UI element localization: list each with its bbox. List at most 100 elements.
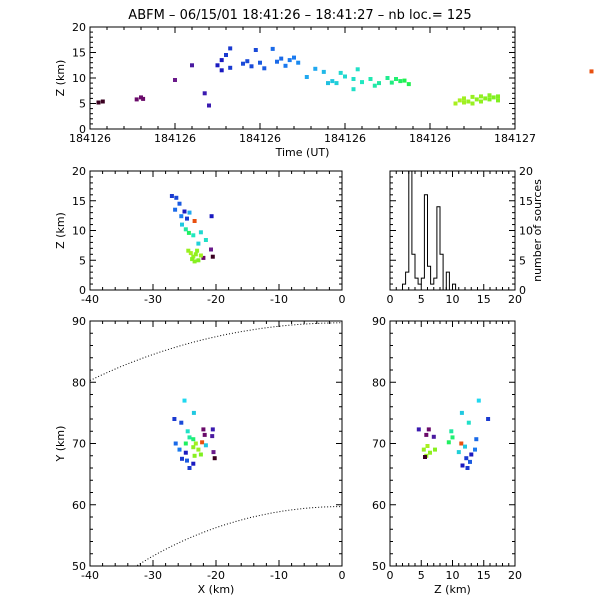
source-point [180, 222, 184, 227]
source-point [479, 94, 483, 99]
source-point [487, 97, 492, 102]
source-point [456, 450, 461, 455]
source-point [470, 94, 475, 99]
source-point [296, 60, 301, 65]
source-point [486, 417, 491, 421]
source-point [398, 79, 403, 84]
y-axis-label: number of sources [531, 179, 544, 282]
y-tick-label: 90 [72, 315, 86, 328]
plot-frame [89, 170, 343, 291]
source-point [355, 67, 360, 72]
source-point [368, 77, 373, 81]
source-point [177, 447, 182, 452]
source-point [474, 97, 479, 102]
source-point [191, 233, 196, 238]
source-point [426, 427, 431, 432]
source-point [174, 195, 179, 200]
y-tick-label: 5 [79, 98, 86, 111]
source-point [279, 56, 284, 61]
x-tick-label: -40 [81, 293, 99, 306]
x-tick-label: 0 [387, 569, 394, 582]
source-point [389, 80, 394, 85]
source-point [187, 466, 192, 470]
source-point [496, 94, 500, 99]
x-tick-label: -10 [270, 293, 288, 306]
source-point [421, 447, 426, 452]
figure-title: ABFM – 06/15/01 18:41:26 – 18:41:27 – nb… [128, 8, 471, 23]
source-point [198, 230, 203, 235]
source-point [219, 58, 224, 63]
source-point [466, 99, 471, 104]
source-point [180, 456, 184, 461]
source-point [372, 83, 377, 88]
source-point [207, 103, 211, 108]
source-point [139, 95, 143, 100]
source-point [351, 87, 356, 92]
source-point [459, 441, 464, 446]
source-point [185, 429, 190, 434]
source-point [459, 410, 464, 415]
source-point [169, 194, 174, 198]
y-tick-label: 60 [72, 499, 86, 512]
y-tick-label: 0 [79, 123, 86, 136]
y-tick-label: 50 [72, 560, 86, 573]
y-tick-label: 80 [72, 376, 86, 389]
source-point [249, 64, 254, 69]
source-point [210, 254, 215, 259]
source-point [191, 437, 196, 442]
x-tick-label: 15 [477, 569, 491, 582]
source-point [287, 58, 292, 63]
y-tick-label: 10 [72, 72, 86, 85]
x-tick-label: -20 [207, 569, 225, 582]
source-point [203, 443, 208, 448]
x-tick-label: 184127 [494, 132, 536, 145]
source-point [186, 248, 191, 253]
y-tick-label: 80 [372, 376, 386, 389]
source-point [173, 207, 178, 212]
y-tick-label: 5 [519, 254, 526, 267]
source-point [275, 59, 279, 64]
x-tick-label: -10 [270, 569, 288, 582]
source-point [431, 434, 436, 439]
source-point [188, 251, 193, 256]
source-point [449, 429, 454, 434]
source-point [210, 434, 215, 439]
source-point [183, 227, 188, 232]
source-point [224, 53, 228, 57]
range-ring [137, 506, 342, 566]
source-point [203, 238, 208, 242]
source-point [433, 447, 437, 452]
x-tick-label: -40 [81, 569, 99, 582]
source-point [190, 63, 194, 68]
source-point [343, 74, 347, 79]
y-axis-label: Y (km) [54, 426, 67, 463]
source-point [360, 80, 364, 85]
source-point [330, 79, 335, 84]
source-point [326, 81, 330, 86]
x-tick-label: 184126 [69, 132, 111, 145]
x-tick-label: 184126 [324, 132, 366, 145]
source-point [474, 437, 479, 442]
x-tick-label: 0 [387, 293, 394, 306]
source-point [186, 230, 191, 235]
source-point [183, 450, 188, 455]
source-point [464, 456, 469, 461]
x-tick-label: 10 [446, 293, 460, 306]
source-point [196, 447, 201, 452]
source-point [457, 98, 462, 103]
plan-view-panel: -40 -30 -20 -10 0 50 60 70 80 90 X (km) Y (km) [54, 315, 346, 596]
source-point [190, 257, 195, 262]
source-point [219, 68, 224, 73]
y-axis-label: Z (km) [54, 212, 67, 249]
source-point [141, 96, 146, 101]
source-point [212, 456, 217, 461]
source-point [487, 93, 492, 98]
y-tick-label: 0 [79, 284, 86, 297]
source-point [402, 78, 407, 83]
source-point [96, 100, 101, 105]
source-point [450, 435, 455, 440]
source-point [228, 46, 233, 51]
source-point [192, 259, 197, 264]
